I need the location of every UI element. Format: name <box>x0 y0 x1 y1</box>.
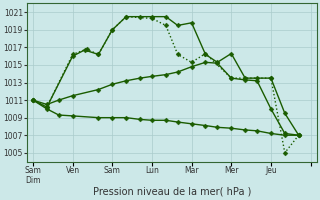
X-axis label: Pression niveau de la mer( hPa ): Pression niveau de la mer( hPa ) <box>92 187 251 197</box>
